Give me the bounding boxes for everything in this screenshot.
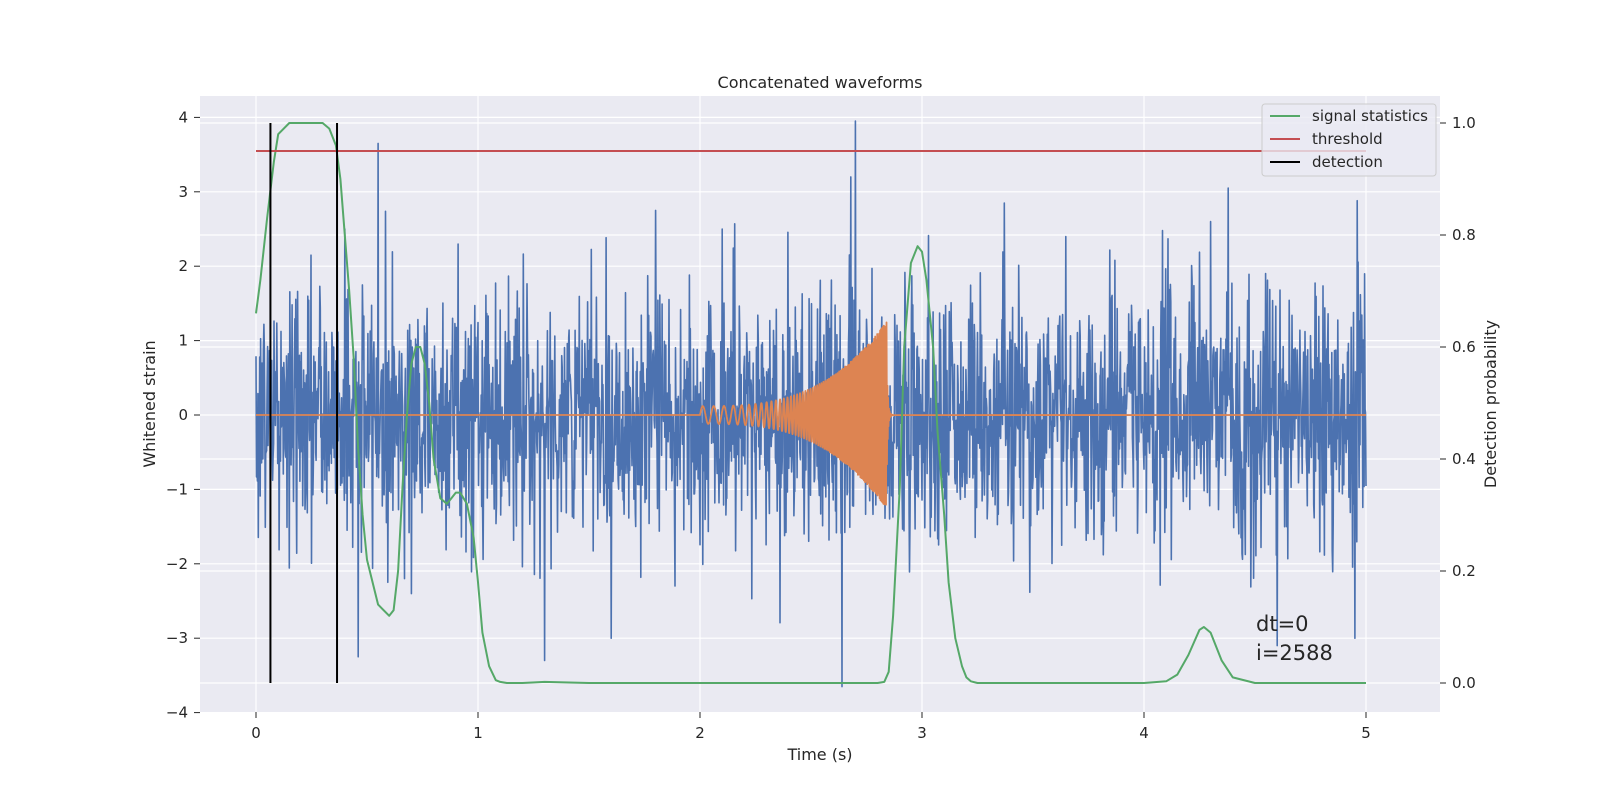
legend-label-signal-statistics: signal statistics [1312, 107, 1428, 125]
y-tick-label: −2 [166, 555, 188, 573]
axes: 0 1 2 3 4 5 −4 −3 −2 −1 0 1 2 3 4 0.0 0.2 0.4 0.6 0.8 1.0 [166, 108, 1476, 742]
x-tick-label: 1 [473, 724, 483, 742]
y2-axis-title: Detection probability [1481, 320, 1500, 488]
legend-box [1261, 103, 1437, 177]
annotation-dt: dt=0 [1256, 612, 1309, 636]
y-tick-label: −4 [166, 704, 188, 722]
annotation-i: i=2588 [1256, 641, 1333, 665]
y-tick-label: −1 [166, 480, 188, 498]
x-tick-label: 0 [251, 724, 261, 742]
y-tick-label: 1 [178, 332, 188, 350]
legend: signal statistics threshold detection [1261, 103, 1437, 177]
series-signal-statistics-line [255, 122, 1366, 684]
y2-tick-label: 0.4 [1452, 450, 1476, 468]
y-tick-label: 3 [178, 183, 188, 201]
legend-label-detection: detection [1312, 153, 1383, 171]
data-layer [255, 120, 1367, 688]
y-axis-title: Whitened strain [140, 340, 159, 467]
y-tick-label: −3 [166, 629, 188, 647]
x-tick-label: 3 [917, 724, 927, 742]
y2-tick-label: 0.2 [1452, 562, 1476, 580]
y2-tick-label: 1.0 [1452, 114, 1476, 132]
x-axis-title: Time (s) [786, 745, 852, 764]
chart-title: Concatenated waveforms [718, 73, 923, 92]
y2-tick-label: 0.0 [1452, 674, 1476, 692]
y2-tick-label: 0.8 [1452, 226, 1476, 244]
series-waveform-line [256, 321, 1367, 506]
y-tick-label: 2 [178, 257, 188, 275]
y-tick-label: 4 [178, 108, 188, 126]
x-tick-label: 2 [695, 724, 705, 742]
x-tick-label: 4 [1139, 724, 1149, 742]
x-tick-label: 5 [1361, 724, 1371, 742]
legend-label-threshold: threshold [1312, 130, 1383, 148]
y-tick-label: 0 [178, 406, 188, 424]
y2-tick-label: 0.6 [1452, 338, 1476, 356]
